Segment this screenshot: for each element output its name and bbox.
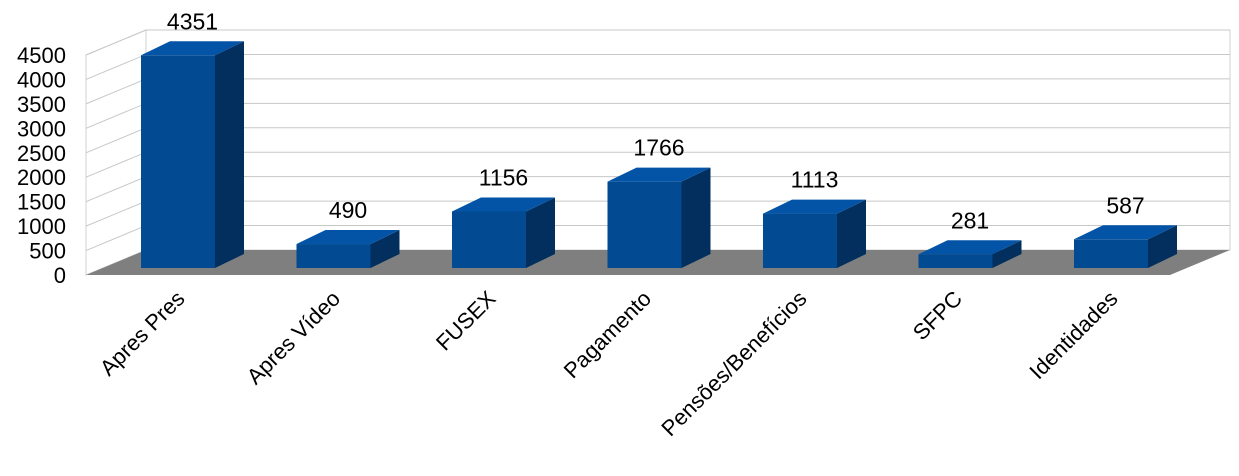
bar-front-face <box>141 55 215 269</box>
bar <box>452 197 555 268</box>
data-label: 1156 <box>479 164 528 190</box>
data-label: 490 <box>329 197 367 223</box>
bar-front-face <box>296 244 371 268</box>
x-tick-label: Apres Vídeo <box>242 286 345 389</box>
data-labels: 4351 490 1156 1766 1113 281 587 <box>167 8 1145 233</box>
x-tick-label: FUSEX <box>431 286 501 356</box>
bar-side-face <box>681 167 711 268</box>
y-tick-label: 3000 <box>17 116 66 141</box>
bar-front-face <box>763 213 837 268</box>
x-tick-label: SFPC <box>908 286 967 345</box>
bar-side-face <box>526 197 555 268</box>
bar <box>763 199 866 268</box>
data-label: 587 <box>1106 192 1144 218</box>
y-tick-label: 4000 <box>17 67 66 92</box>
y-tick-label: 2000 <box>17 165 66 190</box>
x-tick-label: Apres Pres <box>95 286 190 381</box>
data-label: 4351 <box>167 8 218 34</box>
bar-top-face <box>141 41 244 56</box>
bar-side-face <box>837 199 866 268</box>
y-tick-label: 4500 <box>17 43 66 68</box>
bar <box>141 41 244 269</box>
x-tick-label: Pagamento <box>559 286 656 383</box>
bar-top-face <box>1074 225 1177 240</box>
gridline <box>85 29 1230 56</box>
x-tick-label: Identidades <box>1024 286 1122 384</box>
bar-front-face <box>607 181 682 268</box>
y-tick-label: 500 <box>29 239 66 264</box>
bar-side-face <box>370 230 400 268</box>
bar-front-face <box>1074 239 1148 268</box>
data-label: 1766 <box>633 135 684 161</box>
bar-front-face <box>918 254 993 268</box>
data-label: 281 <box>951 207 989 233</box>
y-tick-label: 2500 <box>17 141 66 166</box>
bar-side-face <box>1148 225 1177 268</box>
y-tick-label: 1500 <box>17 190 66 215</box>
bar-front-face <box>452 211 526 268</box>
y-tick-label: 1000 <box>17 214 66 239</box>
y-tick-label: 0 <box>54 263 66 288</box>
x-axis-labels: Apres Pres Apres Vídeo FUSEX Pagamento Pensõ… <box>95 286 1123 441</box>
data-label: 1113 <box>791 167 839 193</box>
bar-top-face <box>296 230 400 245</box>
bar <box>1074 225 1177 268</box>
bar-top-face <box>918 240 1022 255</box>
bar-top-face <box>452 197 555 212</box>
y-tick-label: 3500 <box>17 92 66 117</box>
bar-side-face <box>215 41 244 269</box>
bars <box>141 41 1177 269</box>
x-tick-label: Pensões/Benefícios <box>656 286 811 441</box>
bar-top-face <box>763 199 866 214</box>
bar-top-face <box>607 167 711 182</box>
bar-side-face <box>992 240 1022 268</box>
bar <box>296 230 400 268</box>
bar <box>918 240 1022 268</box>
bar <box>607 167 711 268</box>
